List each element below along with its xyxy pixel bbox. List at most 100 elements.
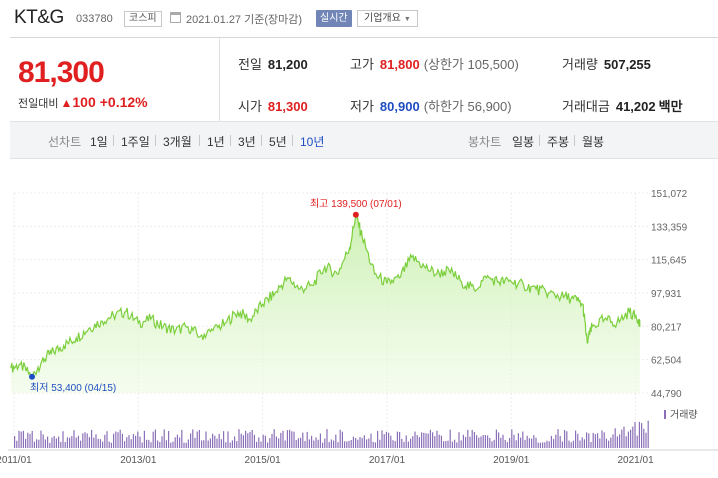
volume-bar bbox=[630, 429, 632, 448]
volume-bar bbox=[546, 440, 548, 448]
volume-bar bbox=[196, 431, 198, 448]
volume-bar bbox=[586, 432, 588, 448]
volume-bar bbox=[392, 440, 394, 448]
volume-bar bbox=[64, 442, 66, 448]
volume-bar bbox=[566, 431, 568, 448]
candle-monthly[interactable]: 월봉 bbox=[582, 135, 605, 149]
volume-bar bbox=[632, 426, 634, 448]
stat-high: 고가 81,800 (상한가 105,500) bbox=[350, 54, 519, 73]
volume-bar bbox=[124, 441, 126, 448]
volume-bar bbox=[304, 441, 306, 448]
volume-bar bbox=[564, 430, 566, 448]
volume-bar bbox=[647, 420, 649, 448]
candle-daily[interactable]: 일봉 bbox=[512, 135, 535, 149]
volume-bar bbox=[561, 441, 563, 448]
price-chart[interactable]: 151,072 133,359 115,645 97,931 80,217 62,504 4… bbox=[0, 160, 718, 478]
volume-bar bbox=[638, 421, 640, 448]
volume-bar bbox=[185, 442, 187, 448]
max-point bbox=[352, 211, 359, 218]
volume-bar bbox=[170, 442, 172, 448]
volume-bar bbox=[528, 438, 530, 448]
volume-bar bbox=[449, 429, 451, 448]
volume-bar bbox=[425, 433, 427, 448]
volume-bar bbox=[113, 433, 115, 448]
volume-bar bbox=[253, 434, 255, 448]
volume-bar bbox=[82, 433, 84, 448]
corp-info-dropdown[interactable]: 기업개요 ▼ bbox=[357, 10, 418, 27]
volume-bar bbox=[513, 434, 515, 448]
volume-bar bbox=[418, 437, 420, 448]
volume-legend-swatch bbox=[664, 410, 666, 419]
volume-bar bbox=[326, 429, 328, 448]
volume-bar bbox=[139, 436, 141, 448]
volume-bar bbox=[53, 436, 55, 448]
volume-bar bbox=[260, 441, 262, 448]
period-10y[interactable]: 10년 bbox=[300, 135, 325, 149]
volume-bar bbox=[623, 426, 625, 448]
realtime-button[interactable]: 실시간 bbox=[316, 10, 352, 27]
volume-bar bbox=[432, 432, 434, 448]
volume-bar bbox=[328, 442, 330, 448]
volume-bar bbox=[641, 423, 643, 448]
volume-bar bbox=[414, 431, 416, 448]
volume-bar bbox=[535, 437, 537, 448]
amount-unit: 백만 bbox=[658, 99, 683, 114]
volume-bar bbox=[526, 435, 528, 448]
volume-bar bbox=[121, 433, 123, 448]
volume-bar bbox=[205, 431, 207, 448]
volume-bar bbox=[227, 431, 229, 448]
volume-bar bbox=[117, 432, 119, 448]
volume-bar bbox=[372, 441, 374, 448]
volume-bar bbox=[370, 433, 372, 448]
stat-open: 시가 81,300 bbox=[238, 96, 308, 115]
x-tick-label: 2019/01 bbox=[493, 455, 530, 466]
period-5y[interactable]: 5년 bbox=[269, 135, 287, 149]
volume-bar bbox=[482, 435, 484, 448]
volume-bar bbox=[157, 440, 159, 448]
period-1d[interactable]: 1일 bbox=[90, 135, 108, 149]
period-3y[interactable]: 3년 bbox=[238, 135, 256, 149]
volume-bar bbox=[223, 431, 225, 448]
volume-bar bbox=[348, 440, 350, 448]
period-1w[interactable]: 1주일 bbox=[121, 135, 150, 149]
volume-bar bbox=[403, 441, 405, 448]
volume-bar bbox=[608, 440, 610, 448]
period-3m[interactable]: 3개월 bbox=[163, 135, 192, 149]
market-badge: 코스피 bbox=[124, 11, 162, 27]
y-tick-label: 62,504 bbox=[651, 356, 682, 367]
volume-bar bbox=[553, 439, 555, 448]
volume-bar bbox=[132, 434, 134, 448]
stat-value: 41,202 bbox=[615, 99, 656, 114]
volume-bar bbox=[324, 438, 326, 448]
volume-bar bbox=[99, 439, 101, 448]
volume-bar bbox=[339, 429, 341, 448]
candle-weekly[interactable]: 주봉 bbox=[547, 135, 570, 149]
volume-bar bbox=[487, 435, 489, 448]
volume-bar bbox=[18, 430, 20, 448]
volume-bar bbox=[198, 430, 200, 448]
volume-bar bbox=[234, 436, 236, 448]
volume-bar bbox=[284, 440, 286, 448]
volume-bar bbox=[493, 439, 495, 448]
volume-bar bbox=[106, 431, 108, 448]
y-tick-label: 97,931 bbox=[651, 289, 682, 300]
volume-bar bbox=[203, 440, 205, 448]
volume-bar bbox=[374, 442, 376, 448]
separator bbox=[574, 135, 575, 146]
volume-bar bbox=[165, 440, 167, 448]
period-1y[interactable]: 1년 bbox=[207, 135, 225, 149]
volume-bar bbox=[583, 439, 585, 448]
volume-bar bbox=[407, 441, 409, 448]
volume-bar bbox=[502, 434, 504, 448]
volume-bar bbox=[212, 433, 214, 448]
volume-bar bbox=[383, 434, 385, 448]
volume-bars bbox=[14, 420, 649, 448]
volume-bar bbox=[361, 438, 363, 448]
volume-bar bbox=[412, 436, 414, 448]
volume-bar bbox=[416, 435, 418, 448]
separator bbox=[113, 135, 114, 146]
volume-bar bbox=[467, 429, 469, 448]
x-tick-label: 2021/01 bbox=[617, 455, 654, 466]
volume-bar bbox=[531, 438, 533, 448]
volume-bar bbox=[469, 436, 471, 448]
